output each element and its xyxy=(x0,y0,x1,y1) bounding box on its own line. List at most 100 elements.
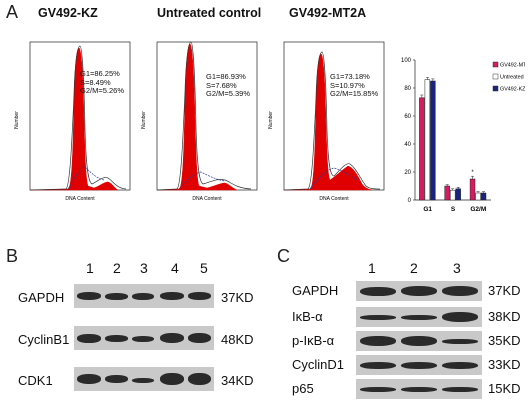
histogram-1-fit-curve xyxy=(29,45,127,191)
panel-c-p65-band-2 xyxy=(401,387,437,392)
panel-b-gapdh-band-3 xyxy=(132,293,154,300)
histogram-2-stat-s: S=7.68% xyxy=(206,80,237,90)
panel-c-gapdh-band-1 xyxy=(360,287,396,296)
panel-c-kd-cyclind1: 33KD xyxy=(488,357,521,372)
panel-c-gapdh-band-3 xyxy=(442,286,478,296)
histogram-1-stats: G1=86.25% S=8.49% G2/M=5.26% xyxy=(80,69,124,96)
panel-b-blot-cdk1 xyxy=(74,367,214,391)
histogram-3-s-curve xyxy=(309,167,359,190)
panel-c-label-p-ikba: p-IκB-α xyxy=(292,333,335,348)
histogram-3-xlabel: DNA Content xyxy=(319,196,349,202)
bar-chart-legend-swatch xyxy=(492,61,499,68)
panel-b-cdk1-band-3 xyxy=(132,378,154,383)
panel-b-blot-cyclinb1 xyxy=(74,326,214,350)
panel-b-blot-gapdh xyxy=(74,284,214,308)
panel-c-p-ikba-band-3 xyxy=(442,339,478,344)
histogram-1-stat-g2m: G2/M=5.26% xyxy=(80,86,124,95)
panel-b-cdk1-band-1 xyxy=(77,374,101,384)
histogram-3: DNA Content Number xyxy=(268,41,385,202)
panel-c-label-ikba: IκB-α xyxy=(292,309,323,324)
histogram-title-1: GV492-KZ xyxy=(38,6,98,20)
panel-b-label-cdk1: CDK1 xyxy=(18,373,53,388)
histogram-3-stat-g1: G1=73.18% xyxy=(330,72,370,81)
panel-c-p65-band-3 xyxy=(442,387,478,392)
bar-chart-legend-label: GV492-MT2A xyxy=(500,63,525,69)
panel-b-cyclinb1-band-2 xyxy=(105,335,128,342)
bar-chart-category-label: G1 xyxy=(423,206,432,213)
bar-chart-legend-swatch xyxy=(492,85,499,92)
panel-c-label-cyclind1: CyclinD1 xyxy=(292,357,345,372)
panel-c-blot-cyclind1 xyxy=(356,355,482,375)
bar-chart-y-tick-label: 100 xyxy=(401,58,412,64)
histogram-2-stat-g2m: G2/M=5.39% xyxy=(206,89,250,98)
panel-b-kd-cdk1: 34KD xyxy=(221,373,254,388)
bar-chart-legend-label: Untreated control xyxy=(500,75,525,81)
panel-c-lane-3: 3 xyxy=(453,260,461,276)
histogram-1-stat-s: S=8.49% xyxy=(80,77,111,87)
panel-b-cdk1-band-5 xyxy=(188,373,211,385)
bar-chart-category-label: S xyxy=(451,206,456,213)
panel-b-cdk1-band-4 xyxy=(160,373,184,385)
panel-c-ikba-band-2 xyxy=(401,315,437,320)
panel-c-label-p65: p65 xyxy=(292,381,314,396)
panel-b-cdk1-band-2 xyxy=(105,375,128,383)
histogram-1-g1-peak xyxy=(29,47,119,191)
panel-b-gapdh-band-1 xyxy=(77,292,101,300)
panel-c-blot-p65 xyxy=(356,379,482,399)
bar-chart-legend-label: GV492-KZ xyxy=(500,87,525,93)
panel-c-cyclind1-band-1 xyxy=(360,362,396,369)
panel-c-cyclind1-band-2 xyxy=(401,362,437,369)
bar-chart-y-tick-label: 20 xyxy=(404,170,411,176)
histogram-1-stat-g1: G1=86.25% xyxy=(80,69,120,78)
panel-b-lane-5: 5 xyxy=(200,260,208,276)
panel-b-letter: B xyxy=(6,246,19,266)
panel-b-gapdh-band-4 xyxy=(160,292,184,300)
panel-b-gapdh-band-2 xyxy=(105,293,128,300)
panel-b-cyclinb1-band-1 xyxy=(77,334,101,343)
panel-b-lane-1: 1 xyxy=(86,260,94,276)
panel-c-kd-ikba: 38KD xyxy=(488,309,521,324)
bar-chart-category-label: G2/M xyxy=(470,206,486,213)
panel-c-blot-ikba xyxy=(356,307,482,327)
histogram-2-frame xyxy=(156,41,258,191)
panel-b-cyclinb1-band-3 xyxy=(132,336,154,342)
histogram-1-s-curve xyxy=(67,165,105,190)
panel-c-ikba-band-3 xyxy=(442,312,478,322)
histogram-3-stat-g2m: G2/M=15.85% xyxy=(330,89,379,98)
bar-chart-y-tick-label: 40 xyxy=(404,142,411,148)
histogram-1-ylabel: Number xyxy=(14,111,20,129)
histogram-1-xlabel: DNA Content xyxy=(65,196,95,202)
histogram-3-ylabel: Number xyxy=(268,111,274,129)
histogram-title-3: GV492-MT2A xyxy=(289,6,367,20)
panel-b-gapdh-band-5 xyxy=(188,292,211,300)
panel-c-ikba-band-1 xyxy=(360,315,396,320)
panel-b-label-cyclinb1: CyclinB1 xyxy=(18,332,70,347)
panel-b-lane-2: 2 xyxy=(113,260,121,276)
bar-chart-bar xyxy=(430,80,436,201)
panel-b-label-gapdh: GAPDH xyxy=(18,290,65,305)
panel-c-p-ikba-band-2 xyxy=(401,336,437,346)
histogram-3-fit-curve xyxy=(283,51,381,191)
histogram-2-g1-peak xyxy=(156,43,238,191)
panel-c-cyclind1-band-3 xyxy=(442,362,478,369)
panel-b-cyclinb1-band-4 xyxy=(160,333,184,343)
histogram-1: DNA Content Number xyxy=(14,41,131,202)
panel-c-kd-p65: 15KD xyxy=(488,381,521,396)
histogram-3-stats: G1=73.18% S=10.97% G2/M=15.85% xyxy=(330,72,379,99)
bar-chart-bar xyxy=(469,178,476,201)
panel-a-letter: A xyxy=(6,2,19,22)
bar-chart-significance-asterisk: * xyxy=(471,170,474,176)
bar-chart-y-tick-label: 0 xyxy=(408,198,412,204)
panel-b-kd-gapdh: 37KD xyxy=(221,290,254,305)
panel-c-blot-gapdh xyxy=(356,281,482,301)
histogram-2-xlabel: DNA Content xyxy=(192,196,222,202)
panel-c-blot-p-ikba xyxy=(356,331,482,351)
histogram-2-s-curve xyxy=(178,171,226,190)
panel-c-kd-gapdh: 37KD xyxy=(488,283,521,298)
cell-cycle-bar-chart: 0 20 40 60 80 100 G1 S G2/M * GV492-MT2A Untreated … xyxy=(401,58,525,213)
bar-chart-bar xyxy=(450,189,456,201)
panel-b-lane-3: 3 xyxy=(140,260,148,276)
panel-c-kd-p-ikba: 35KD xyxy=(488,333,521,348)
panel-b-kd-cyclinb1: 48KD xyxy=(221,332,254,347)
bar-chart-y-tick-label: 60 xyxy=(404,114,411,120)
